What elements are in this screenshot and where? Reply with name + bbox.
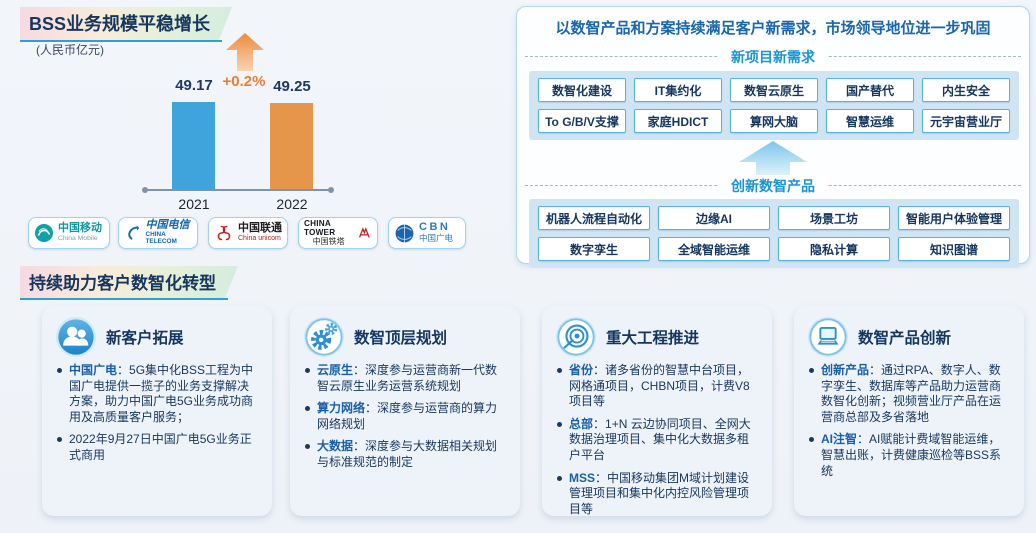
bullet-item: 中国广电：5G集中化BSS工程为中国广电提供一揽子的业务支撑解决方案，助力中国广… <box>55 363 259 425</box>
innovative-products-label: 创新数智产品 <box>719 176 827 196</box>
card-bullet-list: 省份：诸多省份的智慧中台项目，网格通项目，CHBN项目，计费V8项目等 总部：1… <box>555 363 759 517</box>
new-needs-grid: 数智化建设 IT集约化 数智云原生 国产替代 内生安全 To G/B/V支撑 家… <box>529 71 1019 140</box>
market-leadership-panel: 以数智产品和方案持续满足客户新需求，市场领导地位进一步巩固 新项目新需求 数智化… <box>516 6 1030 268</box>
china-telecom-icon <box>128 226 140 240</box>
card-new-customer-expansion: 新客户拓展 中国广电：5G集中化BSS工程为中国广电提供一揽子的业务支撑解决方案… <box>42 306 272 516</box>
bar-value-2022: 49.25 <box>273 78 311 95</box>
x-tick-2021: 2021 <box>178 196 210 212</box>
bar-2022 <box>270 103 313 190</box>
need-chip: 算网大脑 <box>730 109 818 133</box>
need-chip: 智慧运维 <box>826 109 914 133</box>
card-header: 数智顶层规划 <box>303 316 507 358</box>
logo-china-mobile: 中国移动 China Mobile <box>28 217 110 249</box>
growth-up-arrow-icon <box>226 33 264 71</box>
product-chip: 智能用户体验管理 <box>898 206 1010 230</box>
china-telecom-wordmark: 中国电信 CHINA TELECOM <box>145 219 190 245</box>
card-bullet-list: 云原生：深度参与运营商新一代数智云原生业务运营系统规划 算力网络：深度参与运营商… <box>303 363 507 471</box>
products-grid: 机器人流程自动化 边缘AI 场景工坊 智能用户体验管理 数字孪生 全域智能运维 … <box>529 199 1019 268</box>
need-chip: 内生安全 <box>922 78 1010 102</box>
cbn-globe-icon <box>395 224 414 242</box>
product-chip: 全域智能运维 <box>658 237 770 261</box>
logo-cbn: CBN 中国广电 <box>388 217 466 249</box>
up-arrow-icon <box>739 141 807 175</box>
card-digital-product-innovation: 数智产品创新 创新产品：通过RPA、数字人、数字孪生、数据库等产品助力运营商数智… <box>794 306 1024 516</box>
bullet-item: 大数据：深度参与大数据相关规划与标准规范的制定 <box>303 439 507 470</box>
bottom-section-title: 持续助力客户数智化转型 <box>20 266 238 300</box>
product-chip: 场景工坊 <box>778 206 890 230</box>
china-mobile-wordmark: 中国移动 China Mobile <box>58 222 102 243</box>
need-chip: 国产替代 <box>826 78 914 102</box>
logo-china-unicom: 中国联通 China unicom <box>208 217 288 249</box>
card-header: 重大工程推进 <box>555 316 759 358</box>
card-title: 数智顶层规划 <box>354 330 448 347</box>
panel-title: 以数智产品和方案持续满足客户新需求，市场领导地位进一步巩固 <box>555 20 991 37</box>
card-digital-top-level-planning: 数智顶层规划 云原生：深度参与运营商新一代数智云原生业务运营系统规划 算力网络：… <box>290 306 520 516</box>
need-chip: IT集约化 <box>634 78 722 102</box>
cbn-wordmark: CBN 中国广电 <box>419 221 454 244</box>
card-bullet-list: 中国广电：5G集中化BSS工程为中国广电提供一揽子的业务支撑解决方案，助力中国广… <box>55 363 259 464</box>
bullet-item: AI注智：AI赋能计费域智能运维，智慧出账，计费健康巡检等BSS系统 <box>807 432 1011 479</box>
bottom-section-title-text: 持续助力客户数智化转型 <box>20 266 238 298</box>
bullet-item: 创新产品：通过RPA、数字人、数字孪生、数据库等产品助力运营商数智化创新；视频营… <box>807 363 1011 425</box>
growth-percent-label: +0.2% <box>222 73 266 90</box>
bullet-item: 总部：1+N 云边协同项目、全网大数据治理项目、集中化大数据多租户平台 <box>555 417 759 464</box>
spiral-target-icon <box>555 316 597 358</box>
new-needs-label: 新项目新需求 <box>719 47 827 67</box>
card-bullet-list: 创新产品：通过RPA、数字人、数字孪生、数据库等产品助力运营商数智化创新；视频营… <box>807 363 1011 479</box>
bullet-item: 算力网络：深度参与运营商的算力网络规划 <box>303 401 507 432</box>
product-chip: 机器人流程自动化 <box>538 206 650 230</box>
x-tick-2022: 2022 <box>276 196 308 212</box>
china-unicom-icon <box>217 225 231 241</box>
card-title: 新客户拓展 <box>106 330 184 347</box>
need-chip: 家庭HDICT <box>634 109 722 133</box>
china-unicom-wordmark: 中国联通 China unicom <box>238 222 282 243</box>
need-chip: To G/B/V支撑 <box>538 109 626 133</box>
bullet-item: MSS：中国移动集团M域计划建设管理项目和集中化内控风险管理项目等 <box>555 471 759 518</box>
need-chip: 数智化建设 <box>538 78 626 102</box>
logo-china-telecom: 中国电信 CHINA TELECOM <box>118 217 198 249</box>
laptop-icon <box>807 316 849 358</box>
bullet-item: 2022年9月27日中国广电5G业务正式商用 <box>55 432 259 463</box>
logo-china-tower: CHINA TOWER 中国铁塔 <box>298 217 378 249</box>
product-chip: 数字孪生 <box>538 237 650 261</box>
chart-unit-label: (人民币亿元) <box>36 43 104 57</box>
bar-2021 <box>172 102 215 190</box>
people-icon <box>55 316 97 358</box>
bullet-item: 云原生：深度参与运营商新一代数智云原生业务运营系统规划 <box>303 363 507 394</box>
product-chip: 边缘AI <box>658 206 770 230</box>
card-header: 新客户拓展 <box>55 316 259 358</box>
need-chip: 数智云原生 <box>730 78 818 102</box>
product-chip: 隐私计算 <box>778 237 890 261</box>
bar-value-2021: 49.17 <box>175 77 213 94</box>
bullet-item: 省份：诸多省份的智慧中台项目，网格通项目，CHBN项目，计费V8项目等 <box>555 363 759 410</box>
need-chip: 元宇宙营业厅 <box>922 109 1010 133</box>
chart-section-title-text: BSS业务规模平稳增长 <box>20 7 232 40</box>
china-tower-wordmark: CHINA TOWER 中国铁塔 <box>304 218 345 246</box>
axis-dot-right <box>328 187 334 193</box>
card-title: 数智产品创新 <box>858 330 952 347</box>
product-chip: 知识图谱 <box>898 237 1010 261</box>
x-axis-line <box>146 189 331 191</box>
chart-section-title: BSS业务规模平稳增长 <box>20 7 232 42</box>
china-mobile-icon <box>35 224 53 242</box>
card-major-project-advancement: 重大工程推进 省份：诸多省份的智慧中台项目，网格通项目，CHBN项目，计费V8项… <box>542 306 772 516</box>
card-title: 重大工程推进 <box>606 330 700 347</box>
china-tower-icon <box>359 227 371 238</box>
gears-icon <box>303 316 345 358</box>
axis-dot-left <box>142 187 148 193</box>
card-header: 数智产品创新 <box>807 316 1011 358</box>
